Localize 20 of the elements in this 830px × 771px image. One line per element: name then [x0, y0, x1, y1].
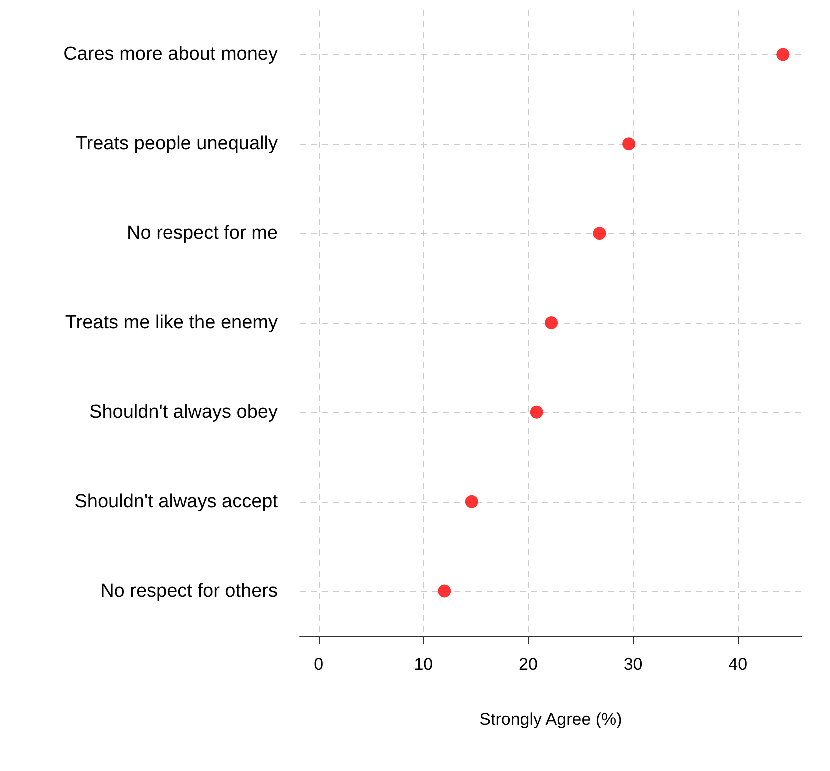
point [465, 495, 478, 508]
x-tick-label: 20 [519, 655, 538, 674]
point [545, 316, 558, 330]
x-tick-label: 30 [624, 655, 643, 674]
y-tick-label: Treats me like the enemy [65, 312, 278, 334]
y-tick-label: Cares more about money [64, 44, 278, 66]
x-tick-label: 10 [414, 655, 434, 674]
x-tick-label: 0 [314, 655, 324, 674]
y-tick-label: Shouldn't always obey [90, 402, 278, 423]
point [438, 584, 452, 598]
point [622, 138, 636, 151]
y-tick-label: No respect for me [127, 223, 278, 244]
x-axis-title: Strongly Agree (%) [480, 710, 622, 729]
point [776, 48, 790, 62]
point [593, 227, 606, 240]
x-tick-label: 40 [728, 655, 748, 674]
y-tick-label: Shouldn't always accept [74, 491, 279, 512]
y-tick-label: Treats people unequally [76, 134, 278, 155]
point [530, 406, 544, 419]
y-tick-label: No respect for others [100, 580, 278, 602]
